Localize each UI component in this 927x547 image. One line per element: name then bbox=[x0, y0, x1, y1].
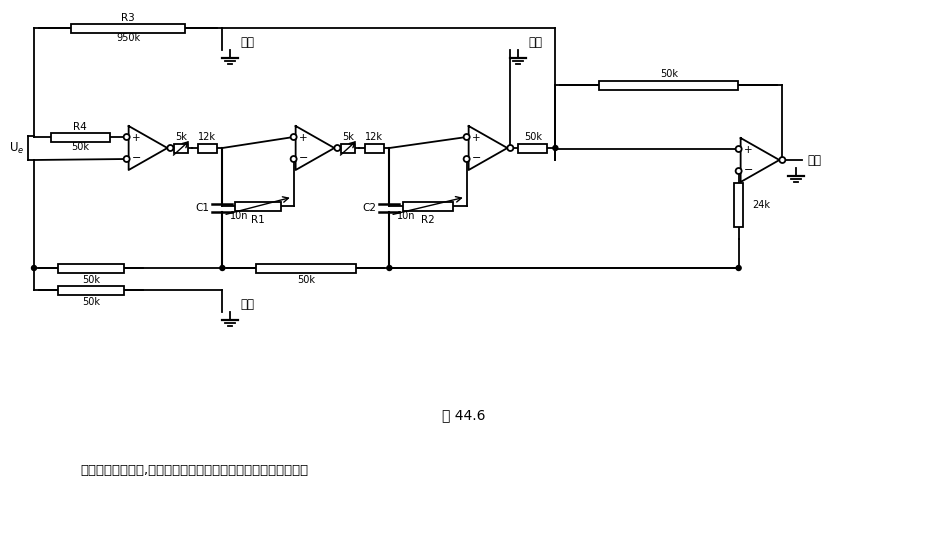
Circle shape bbox=[290, 156, 297, 162]
Text: 50k: 50k bbox=[71, 142, 89, 152]
Text: 50k: 50k bbox=[659, 69, 677, 79]
Text: 12k: 12k bbox=[198, 132, 216, 142]
Circle shape bbox=[32, 265, 36, 271]
Bar bbox=[403, 201, 452, 211]
Bar bbox=[341, 143, 355, 153]
Text: +: + bbox=[472, 133, 480, 143]
Text: 低通: 低通 bbox=[527, 36, 541, 49]
Bar bbox=[197, 143, 217, 153]
Circle shape bbox=[464, 134, 469, 140]
Bar bbox=[733, 183, 743, 227]
Text: 高通: 高通 bbox=[240, 298, 254, 311]
Bar bbox=[57, 286, 124, 294]
Circle shape bbox=[552, 146, 557, 150]
Text: +: + bbox=[743, 145, 752, 155]
Text: 950k: 950k bbox=[116, 33, 140, 43]
Bar bbox=[255, 264, 356, 272]
Bar bbox=[364, 143, 384, 153]
Bar bbox=[599, 80, 738, 90]
Circle shape bbox=[123, 156, 130, 162]
Text: U$_e$: U$_e$ bbox=[8, 141, 24, 155]
Bar bbox=[71, 24, 185, 32]
Circle shape bbox=[290, 134, 297, 140]
Circle shape bbox=[220, 265, 224, 271]
Text: R2: R2 bbox=[421, 215, 435, 225]
Circle shape bbox=[123, 134, 130, 140]
Circle shape bbox=[387, 265, 391, 271]
Text: 10n: 10n bbox=[230, 211, 248, 221]
Circle shape bbox=[167, 145, 173, 151]
Text: 图 44.6: 图 44.6 bbox=[442, 408, 485, 422]
Text: 带阻: 带阻 bbox=[806, 154, 820, 166]
Text: 12k: 12k bbox=[365, 132, 383, 142]
Text: 50k: 50k bbox=[82, 275, 100, 285]
Circle shape bbox=[735, 265, 741, 271]
Bar bbox=[51, 132, 109, 142]
Circle shape bbox=[735, 168, 741, 174]
Text: −: − bbox=[743, 165, 753, 175]
Text: 5k: 5k bbox=[175, 132, 187, 142]
Text: −: − bbox=[472, 153, 481, 163]
Text: −: − bbox=[298, 153, 308, 163]
Text: +: + bbox=[299, 133, 308, 143]
Text: 带通: 带通 bbox=[240, 36, 254, 49]
Text: 5k: 5k bbox=[342, 132, 354, 142]
Bar bbox=[235, 201, 281, 211]
Bar bbox=[57, 264, 124, 272]
Circle shape bbox=[779, 157, 784, 163]
Text: R4: R4 bbox=[73, 122, 87, 132]
Circle shape bbox=[334, 145, 340, 151]
Text: R3: R3 bbox=[121, 13, 135, 23]
Text: 50k: 50k bbox=[524, 132, 541, 142]
Text: 50k: 50k bbox=[297, 275, 314, 285]
Text: R1: R1 bbox=[251, 215, 264, 225]
Bar bbox=[518, 143, 547, 153]
Text: 50k: 50k bbox=[82, 297, 100, 307]
Circle shape bbox=[464, 156, 469, 162]
Bar bbox=[174, 143, 188, 153]
Circle shape bbox=[735, 146, 741, 152]
Text: 10n: 10n bbox=[397, 211, 415, 221]
Text: 24k: 24k bbox=[752, 200, 769, 210]
Text: 该电路采用四运放,兼有高通、带通、低通和带阻滤波器等功能。: 该电路采用四运放,兼有高通、带通、低通和带阻滤波器等功能。 bbox=[80, 463, 308, 476]
Circle shape bbox=[507, 145, 513, 151]
Text: +: + bbox=[133, 133, 141, 143]
Text: C1: C1 bbox=[196, 203, 210, 213]
Text: C2: C2 bbox=[362, 203, 376, 213]
Text: −: − bbox=[132, 153, 141, 163]
